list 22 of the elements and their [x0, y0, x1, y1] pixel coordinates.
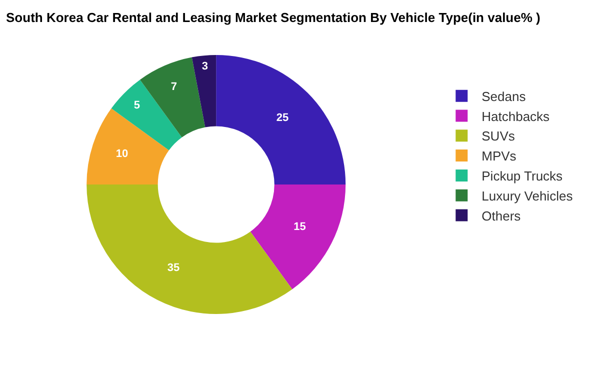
data-label: 7 [170, 80, 177, 93]
legend-label: SUVs [482, 128, 516, 144]
chart-title: South Korea Car Rental and Leasing Market Segmentation By Vehicle Type(in value% ) [6, 10, 540, 26]
legend-label: Hatchbacks [482, 108, 550, 124]
data-label: 15 [294, 221, 306, 234]
data-label: 10 [116, 148, 128, 160]
legend-label: Others [482, 208, 522, 224]
data-label: 25 [276, 112, 289, 124]
data-label: 35 [167, 262, 180, 274]
donut-slice [192, 55, 216, 128]
donut-slice [140, 57, 206, 138]
donut-slice [111, 80, 182, 150]
donut-slice [250, 184, 346, 290]
donut-slice [86, 184, 292, 314]
donut-slice [86, 108, 169, 184]
donut-slice [216, 55, 346, 184]
data-label: 3 [202, 60, 208, 73]
data-label: 5 [134, 99, 140, 112]
legend-label: Pickup Trucks [482, 168, 564, 184]
legend-label: Luxury Vehicles [482, 188, 574, 204]
legend-label: MPVs [482, 148, 517, 164]
legend-label: Sedans [482, 88, 526, 104]
